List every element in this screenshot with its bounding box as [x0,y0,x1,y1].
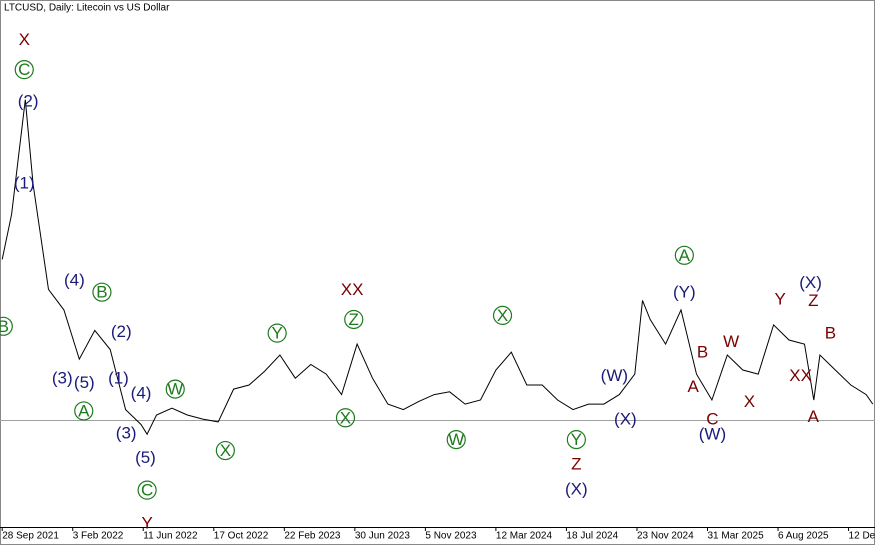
wave-label: W [723,332,739,351]
x-tick-label: 22 Feb 2023 [284,531,341,542]
x-tick-label: 23 Nov 2024 [637,531,694,542]
wave-circle [215,440,235,461]
wave-label: X [744,392,755,411]
x-tick-label: 6 Aug 2025 [778,531,829,542]
wave-label: (5) [135,448,156,467]
wave-label: A [78,401,90,420]
wave-label: Z [349,310,359,329]
wave-circle [335,408,356,428]
wave-label: (4) [131,384,152,403]
wave-circle [267,323,287,343]
wave-label: X [19,30,30,49]
wave-label: (W) [699,425,726,444]
wave-label: B [0,317,9,336]
wave-circle [74,401,94,421]
wave-label: (3) [116,423,137,442]
wave-label: A [808,407,820,426]
x-tick-label: 12 Mar 2024 [496,531,553,542]
wave-label: C [18,60,30,79]
wave-circle [566,430,586,450]
x-tick-label: 31 Mar 2025 [707,531,764,542]
wave-label: Y [141,513,152,532]
wave-label: (X) [614,410,637,429]
wave-label: (2) [18,92,39,111]
wave-label: X [220,441,231,460]
wave-label: X [340,408,351,427]
wave-circle [92,282,112,302]
wave-label: (1) [108,369,129,388]
wave-circle [165,379,185,399]
wave-label: XX [341,280,364,299]
wave-circle [344,309,364,330]
wave-label: X [497,306,508,325]
chart-title: LTCUSD, Daily: Litecoin vs US Dollar [4,3,170,14]
wave-label: Y [775,289,786,308]
wave-label: W [167,380,183,399]
wave-circle [0,316,13,336]
x-tick-label: 17 Oct 2022 [214,531,269,542]
wave-circle [14,60,34,80]
wave-label: B [96,283,107,302]
x-tick-label: 18 Jul 2024 [566,531,618,542]
wave-label: (1) [14,173,35,192]
x-tick-label: 12 Dec [849,531,875,542]
wave-label: A [679,246,691,265]
x-tick-label: 5 Nov 2023 [425,531,477,542]
x-tick-label: 30 Jun 2023 [355,531,410,542]
x-tick-label: 28 Sep 2021 [2,531,59,542]
wave-label: C [706,410,718,429]
wave-label: Z [808,291,818,310]
price-line [1,99,874,436]
wave-label: (4) [64,270,85,289]
wave-label: (Y) [673,283,696,302]
wave-label: (X) [799,273,822,292]
x-tick-label: 3 Feb 2022 [73,531,124,542]
wave-label: B [697,343,708,362]
wave-label: (2) [111,322,132,341]
wave-label: Y [571,430,582,449]
wave-label: Z [571,455,581,474]
x-tick-label: 11 Jun 2022 [143,531,198,542]
wave-label: (W) [601,366,628,385]
wave-label: (X) [565,479,588,498]
wave-label: B [825,324,836,343]
wave-label: W [448,430,464,449]
wave-label: Y [271,324,282,343]
wave-label: (5) [74,373,95,392]
wave-label: (3) [52,369,73,388]
wave-label: A [687,377,699,396]
wave-circle [446,430,466,450]
wave-label: XX [789,366,812,385]
wave-circle [492,305,513,325]
wave-circle [674,245,694,265]
wave-circle [137,480,157,500]
wave-label: C [141,481,153,500]
